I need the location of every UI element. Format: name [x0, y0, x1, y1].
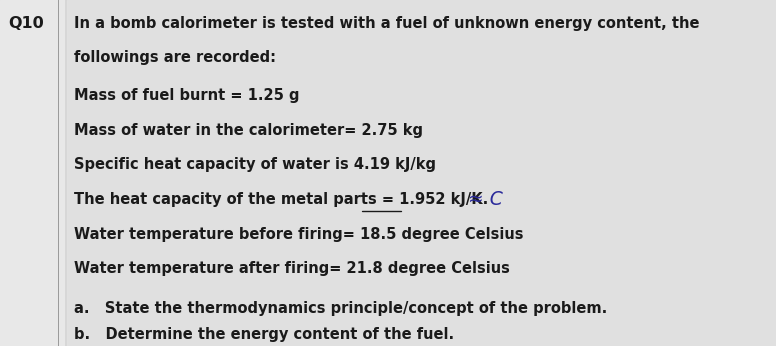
- Text: The heat capacity of the metal parts = 1.952 kJ/K.: The heat capacity of the metal parts = 1…: [74, 192, 488, 207]
- Text: a.   State the thermodynamics principle/concept of the problem.: a. State the thermodynamics principle/co…: [74, 301, 607, 316]
- Text: b.   Determine the energy content of the fuel.: b. Determine the energy content of the f…: [74, 327, 454, 342]
- Text: ≈ C: ≈ C: [462, 190, 503, 209]
- Text: Water temperature before firing= 18.5 degree Celsius: Water temperature before firing= 18.5 de…: [74, 227, 523, 242]
- Text: Specific heat capacity of water is 4.19 kJ/kg: Specific heat capacity of water is 4.19 …: [74, 157, 435, 172]
- Bar: [0, 0, 66, 346]
- Text: Mass of fuel burnt = 1.25 g: Mass of fuel burnt = 1.25 g: [74, 88, 300, 103]
- Text: Mass of water in the calorimeter= 2.75 kg: Mass of water in the calorimeter= 2.75 k…: [74, 123, 423, 138]
- Text: followings are recorded:: followings are recorded:: [74, 50, 275, 65]
- Text: In a bomb calorimeter is tested with a fuel of unknown energy content, the: In a bomb calorimeter is tested with a f…: [74, 16, 699, 30]
- Text: Q10: Q10: [8, 16, 43, 30]
- Text: Water temperature after firing= 21.8 degree Celsius: Water temperature after firing= 21.8 deg…: [74, 261, 510, 276]
